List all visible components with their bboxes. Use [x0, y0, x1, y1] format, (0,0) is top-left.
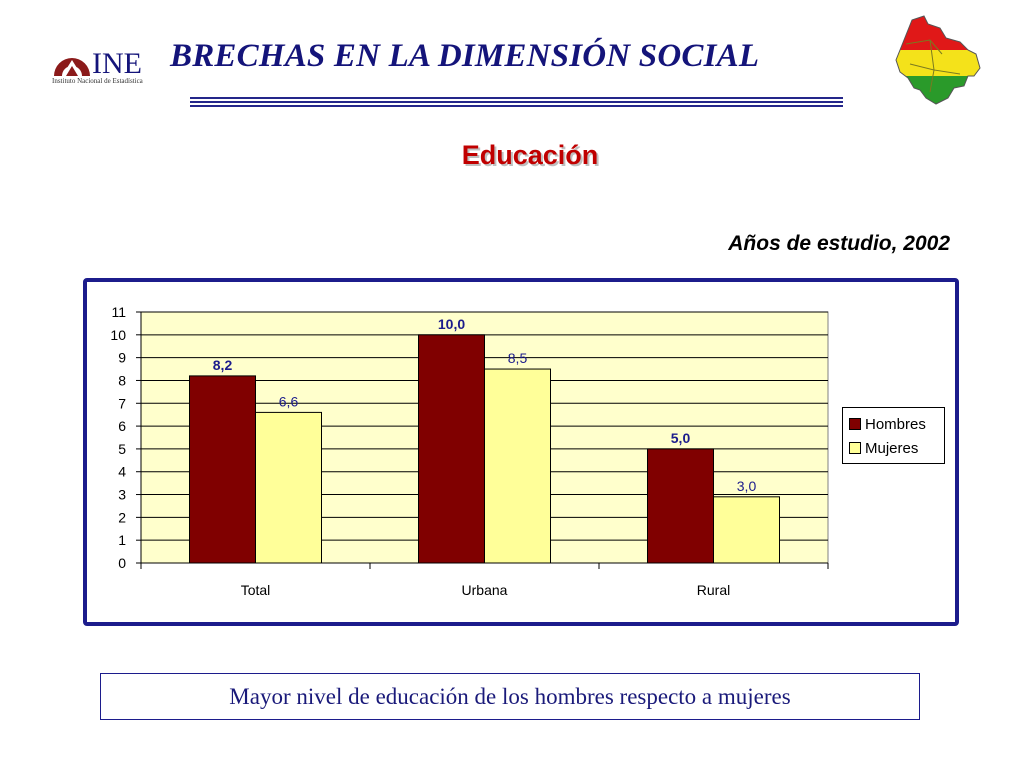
- chart-legend: Hombres Mujeres: [842, 407, 945, 464]
- y-tick-label: 1: [118, 532, 126, 548]
- bar-hombres: [189, 375, 256, 564]
- y-tick-label: 2: [118, 509, 126, 525]
- ine-logo-icon: INE: [54, 47, 142, 80]
- bar-mujeres: [713, 496, 780, 564]
- bar-mujeres: [484, 368, 551, 564]
- chart-caption: Años de estudio, 2002: [728, 232, 950, 255]
- page-title: BRECHAS EN LA DIMENSIÓN SOCIAL: [170, 38, 760, 74]
- legend-label: Hombres: [865, 415, 926, 433]
- bar-hombres: [647, 448, 714, 564]
- header-rule: [190, 105, 843, 107]
- legend-swatch-mujeres: [849, 442, 861, 454]
- data-label: 6,6: [279, 393, 299, 409]
- logo-text: INE: [92, 47, 142, 78]
- logo-subtext: Instituto Nacional de Estadística: [52, 77, 143, 85]
- y-tick-label: 5: [118, 441, 126, 457]
- y-tick-label: 4: [118, 464, 126, 480]
- x-tick-label: Urbana: [462, 582, 508, 598]
- y-tick-label: 6: [118, 418, 126, 434]
- legend-swatch-hombres: [849, 418, 861, 430]
- y-tick-label: 8: [118, 372, 126, 388]
- x-tick-label: Total: [241, 582, 271, 598]
- bar-mujeres: [255, 411, 322, 564]
- section-title: Educación: [461, 140, 599, 170]
- legend-item-hombres: Hombres: [843, 412, 944, 436]
- data-label: 3,0: [737, 478, 757, 494]
- legend-label: Mujeres: [865, 439, 919, 457]
- data-label: 5,0: [671, 430, 691, 446]
- data-label: 8,5: [508, 350, 528, 366]
- y-tick-label: 0: [118, 555, 126, 571]
- y-tick-label: 3: [118, 487, 126, 503]
- ine-logo: INE Instituto Nacional de Estadística: [52, 38, 162, 90]
- bar-hombres: [418, 334, 485, 564]
- bolivia-map-icon: [895, 15, 981, 105]
- data-label: 8,2: [213, 357, 233, 373]
- data-label: 10,0: [438, 316, 465, 332]
- header-rule: [190, 97, 843, 99]
- y-tick-label: 7: [118, 395, 126, 411]
- y-tick-label: 10: [110, 327, 126, 343]
- y-tick-label: 9: [118, 350, 126, 366]
- conclusion-box: Mayor nivel de educación de los hombres …: [100, 673, 920, 720]
- x-tick-label: Rural: [697, 582, 730, 598]
- legend-item-mujeres: Mujeres: [843, 436, 944, 460]
- header-rule: [190, 101, 843, 103]
- y-tick-label: 11: [111, 304, 126, 320]
